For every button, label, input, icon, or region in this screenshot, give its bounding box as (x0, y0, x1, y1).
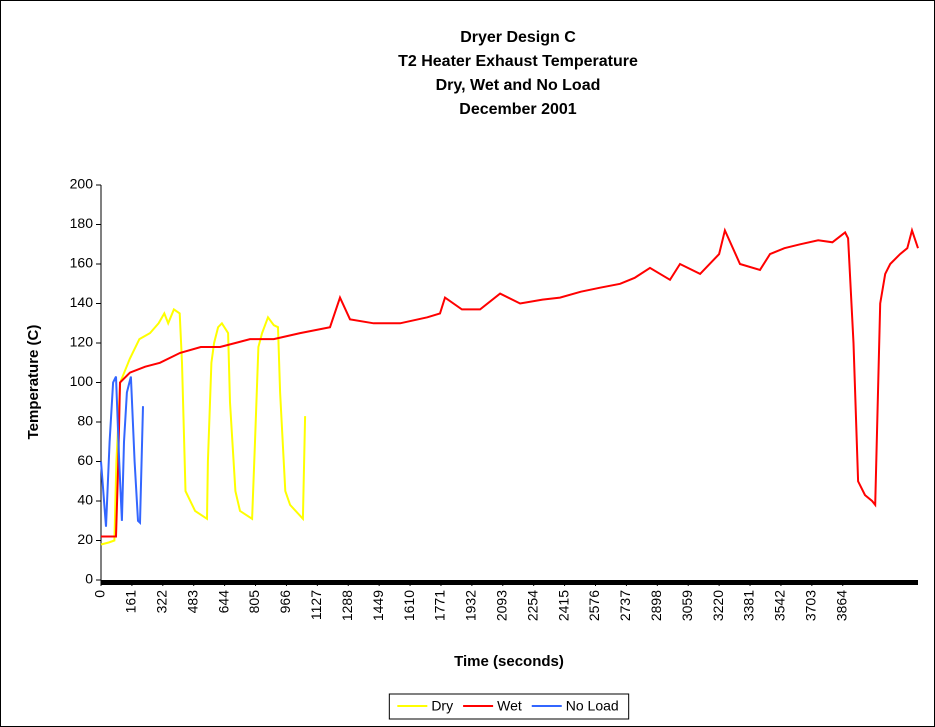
x-tick-label: 3864 (833, 590, 849, 621)
y-tick-label: 100 (70, 373, 94, 389)
chart-title: T2 Heater Exhaust Temperature (398, 53, 638, 70)
x-tick-label: 3542 (772, 590, 788, 621)
y-tick-label: 140 (70, 294, 94, 310)
x-tick-label: 1610 (401, 590, 417, 621)
legend-label: Wet (497, 698, 522, 714)
x-tick-label: 3381 (741, 590, 757, 621)
chart-title: December 2001 (459, 101, 577, 118)
data-line (100, 376, 144, 527)
legend-label: No Load (566, 698, 619, 714)
legend-box (388, 693, 630, 720)
x-tick-label: 3703 (803, 590, 819, 621)
x-axis-title: Time (seconds) (454, 653, 564, 670)
y-tick-label: 20 (77, 531, 93, 547)
x-tick-label: 3220 (710, 590, 726, 621)
y-tick-label: 0 (85, 571, 93, 587)
x-tick-label: 483 (184, 590, 200, 614)
legend-label: Dry (431, 698, 453, 714)
y-tick-label: 180 (70, 215, 94, 231)
data-line (101, 226, 919, 538)
x-axis (101, 580, 918, 585)
x-tick-label: 2254 (524, 590, 540, 621)
y-tick-label: 120 (70, 334, 94, 350)
x-tick-label: 161 (123, 590, 139, 614)
data-line (100, 307, 307, 546)
y-tick-label: 40 (77, 492, 93, 508)
x-tick-label: 1449 (370, 590, 386, 621)
x-tick-label: 3059 (679, 590, 695, 621)
y-tick-label: 60 (77, 452, 93, 468)
x-tick-label: 2415 (555, 590, 571, 621)
x-tick-label: 2737 (617, 590, 633, 621)
x-tick-label: 1932 (463, 590, 479, 621)
x-tick-label: 2093 (493, 590, 509, 621)
x-tick-label: 2898 (648, 590, 664, 621)
y-tick-label: 80 (77, 413, 93, 429)
chart-title: Dryer Design C (460, 29, 576, 46)
x-tick-label: 966 (277, 590, 293, 614)
x-tick-label: 2576 (586, 590, 602, 621)
y-tick-label: 160 (70, 255, 94, 271)
chart-title: Dry, Wet and No Load (436, 77, 601, 94)
x-tick-label: 644 (215, 590, 231, 614)
y-tick-label: 200 (70, 176, 94, 192)
x-tick-label: 1771 (432, 590, 448, 621)
legend: Dry Wet No Load (388, 693, 630, 720)
y-axis-title: Temperature (C) (25, 325, 42, 440)
x-tick-label: 1127 (308, 590, 324, 620)
x-tick-label: 805 (246, 590, 262, 614)
x-tick-label: 322 (154, 590, 170, 614)
x-tick-label: 0 (92, 590, 108, 598)
x-tick-label: 1288 (339, 590, 355, 621)
